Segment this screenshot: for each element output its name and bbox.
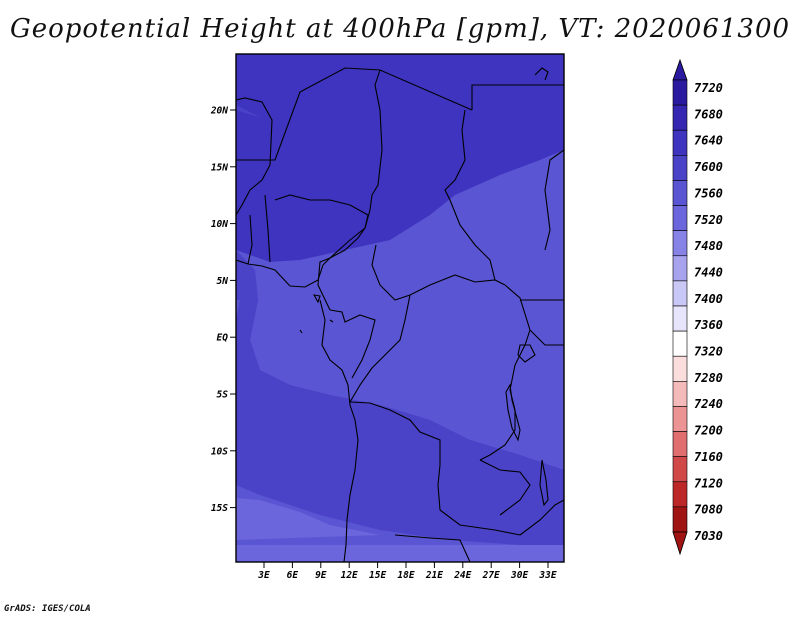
lon-label: 33E (538, 570, 556, 581)
border-libya-sudan (236, 67, 473, 161)
red-sea-coast (534, 67, 549, 81)
lat-label: 15S (211, 503, 228, 514)
map-frame (235, 53, 565, 563)
colorbar-level-label: 7720 (694, 81, 723, 95)
colorbar-swatch (672, 104, 688, 131)
colorbar-level-label: 7320 (694, 345, 723, 359)
colorbar-swatch (672, 381, 688, 407)
border-south-zambia (479, 459, 531, 516)
border-northeast (471, 84, 564, 110)
band-7520-south (236, 545, 564, 562)
border-drc-west (349, 294, 411, 403)
colorbar-level-label: 7240 (694, 397, 723, 411)
colorbar-level-label: 7360 (694, 318, 723, 332)
colorbar-level-label: 7120 (694, 476, 723, 490)
gulf-islands (299, 294, 334, 334)
colorbar-level-label: 7640 (694, 134, 723, 148)
lon-label: 27E (482, 570, 500, 581)
colorbar-swatch (672, 481, 688, 508)
border-nigeria (274, 194, 369, 216)
colorbar-level-label: 7200 (694, 424, 723, 438)
colorbar-swatch (672, 305, 688, 332)
lat-label: 10S (211, 446, 228, 457)
border-angola-zambia (439, 509, 521, 536)
colorbar-level-label: 7030 (694, 529, 723, 543)
lon-label: 12E (341, 570, 358, 581)
border-niger-chad (369, 69, 383, 211)
lon-label: 3E (257, 570, 270, 581)
lat-label: 15N (211, 162, 228, 173)
colorbar-top-arrow (672, 58, 688, 81)
colorbar-swatch (672, 155, 688, 181)
map-title: Geopotential Height at 400hPa [gpm], VT:… (9, 14, 791, 44)
border-south-1 (394, 534, 471, 562)
border-sudan-east (544, 149, 564, 251)
country-borders (236, 67, 564, 562)
border-drc-angola (349, 401, 441, 511)
coastline-west-africa (236, 97, 273, 216)
lat-label: 20N (210, 106, 228, 117)
colorbar-level-label: 7440 (694, 265, 723, 279)
lat-label: EQ (217, 333, 229, 344)
colorbar-swatch (672, 431, 688, 457)
border-mozambique (519, 499, 564, 536)
border-ghana (247, 214, 253, 265)
colorbar-level-label: 7560 (694, 186, 723, 200)
colorbar-level-label: 7160 (694, 450, 723, 464)
band-7640-north (236, 54, 564, 135)
border-car-drc (371, 244, 506, 301)
colorbar-swatch (672, 205, 688, 231)
colorbar-swatch (672, 129, 688, 156)
field-shading (236, 54, 564, 562)
colorbar-swatch (672, 255, 688, 282)
band-7560-west (236, 250, 240, 320)
colorbar-swatch (672, 280, 688, 307)
colorbar-swatch (672, 456, 688, 483)
colorbar-swatch (672, 406, 688, 432)
band-7600-angola (236, 400, 564, 530)
lon-label: 9E (315, 570, 327, 581)
colorbar-swatch (672, 355, 688, 382)
colorbar-bottom-arrow (672, 531, 688, 556)
lake-malawi (539, 459, 549, 507)
colorbar-swatch (672, 79, 688, 106)
colorbar-level-label: 7400 (694, 292, 723, 306)
border-drc-east (479, 284, 531, 461)
lat-label: 10N (211, 219, 228, 230)
colorbar: 7720 7680 7640 7600 7560 7520 7480 7440 7400 7360… (672, 58, 723, 556)
border-congo (329, 309, 376, 379)
colorbar-swatch (672, 330, 688, 357)
border-benin (264, 194, 271, 263)
band-7520-southwest (236, 498, 380, 540)
lon-label: 21E (425, 570, 443, 581)
lat-label: 5S (217, 390, 229, 401)
colorbar-swatch (672, 506, 688, 533)
border-cameroon (317, 209, 371, 311)
colorbar-level-label: 7080 (694, 503, 723, 517)
latitude-axis: 20N 15N 10N 5N EQ 5S 10S 15S (210, 106, 236, 514)
colorbar-level-label: 7600 (694, 160, 723, 174)
lon-label: 18E (397, 570, 414, 581)
colorbar-swatch (672, 230, 688, 257)
colorbar-level-label: 7480 (694, 239, 723, 253)
lake-tanganyika (505, 383, 521, 442)
colorbar-level-label: 7280 (694, 371, 723, 385)
lake-victoria (517, 344, 536, 363)
colorbar-level-label: 7680 (694, 107, 723, 121)
grads-credit: GrADS: IGES/COLA (4, 604, 91, 614)
lon-label: 24E (453, 570, 471, 581)
lon-label: 30E (510, 570, 528, 581)
border-chad-sudan (444, 109, 496, 281)
lat-label: 5N (217, 276, 229, 287)
coastline-central-west (319, 299, 359, 562)
border-kenya-tanzania (529, 329, 564, 346)
lon-label: 15E (369, 570, 386, 581)
band-7560 (236, 150, 564, 562)
lon-label: 6E (287, 570, 299, 581)
colorbar-swatch (672, 180, 688, 206)
colorbar-level-label: 7520 (694, 213, 723, 227)
longitude-axis: 3E 6E 9E 12E 15E 18E 21E 24E 27E 30E 33E (257, 562, 557, 581)
